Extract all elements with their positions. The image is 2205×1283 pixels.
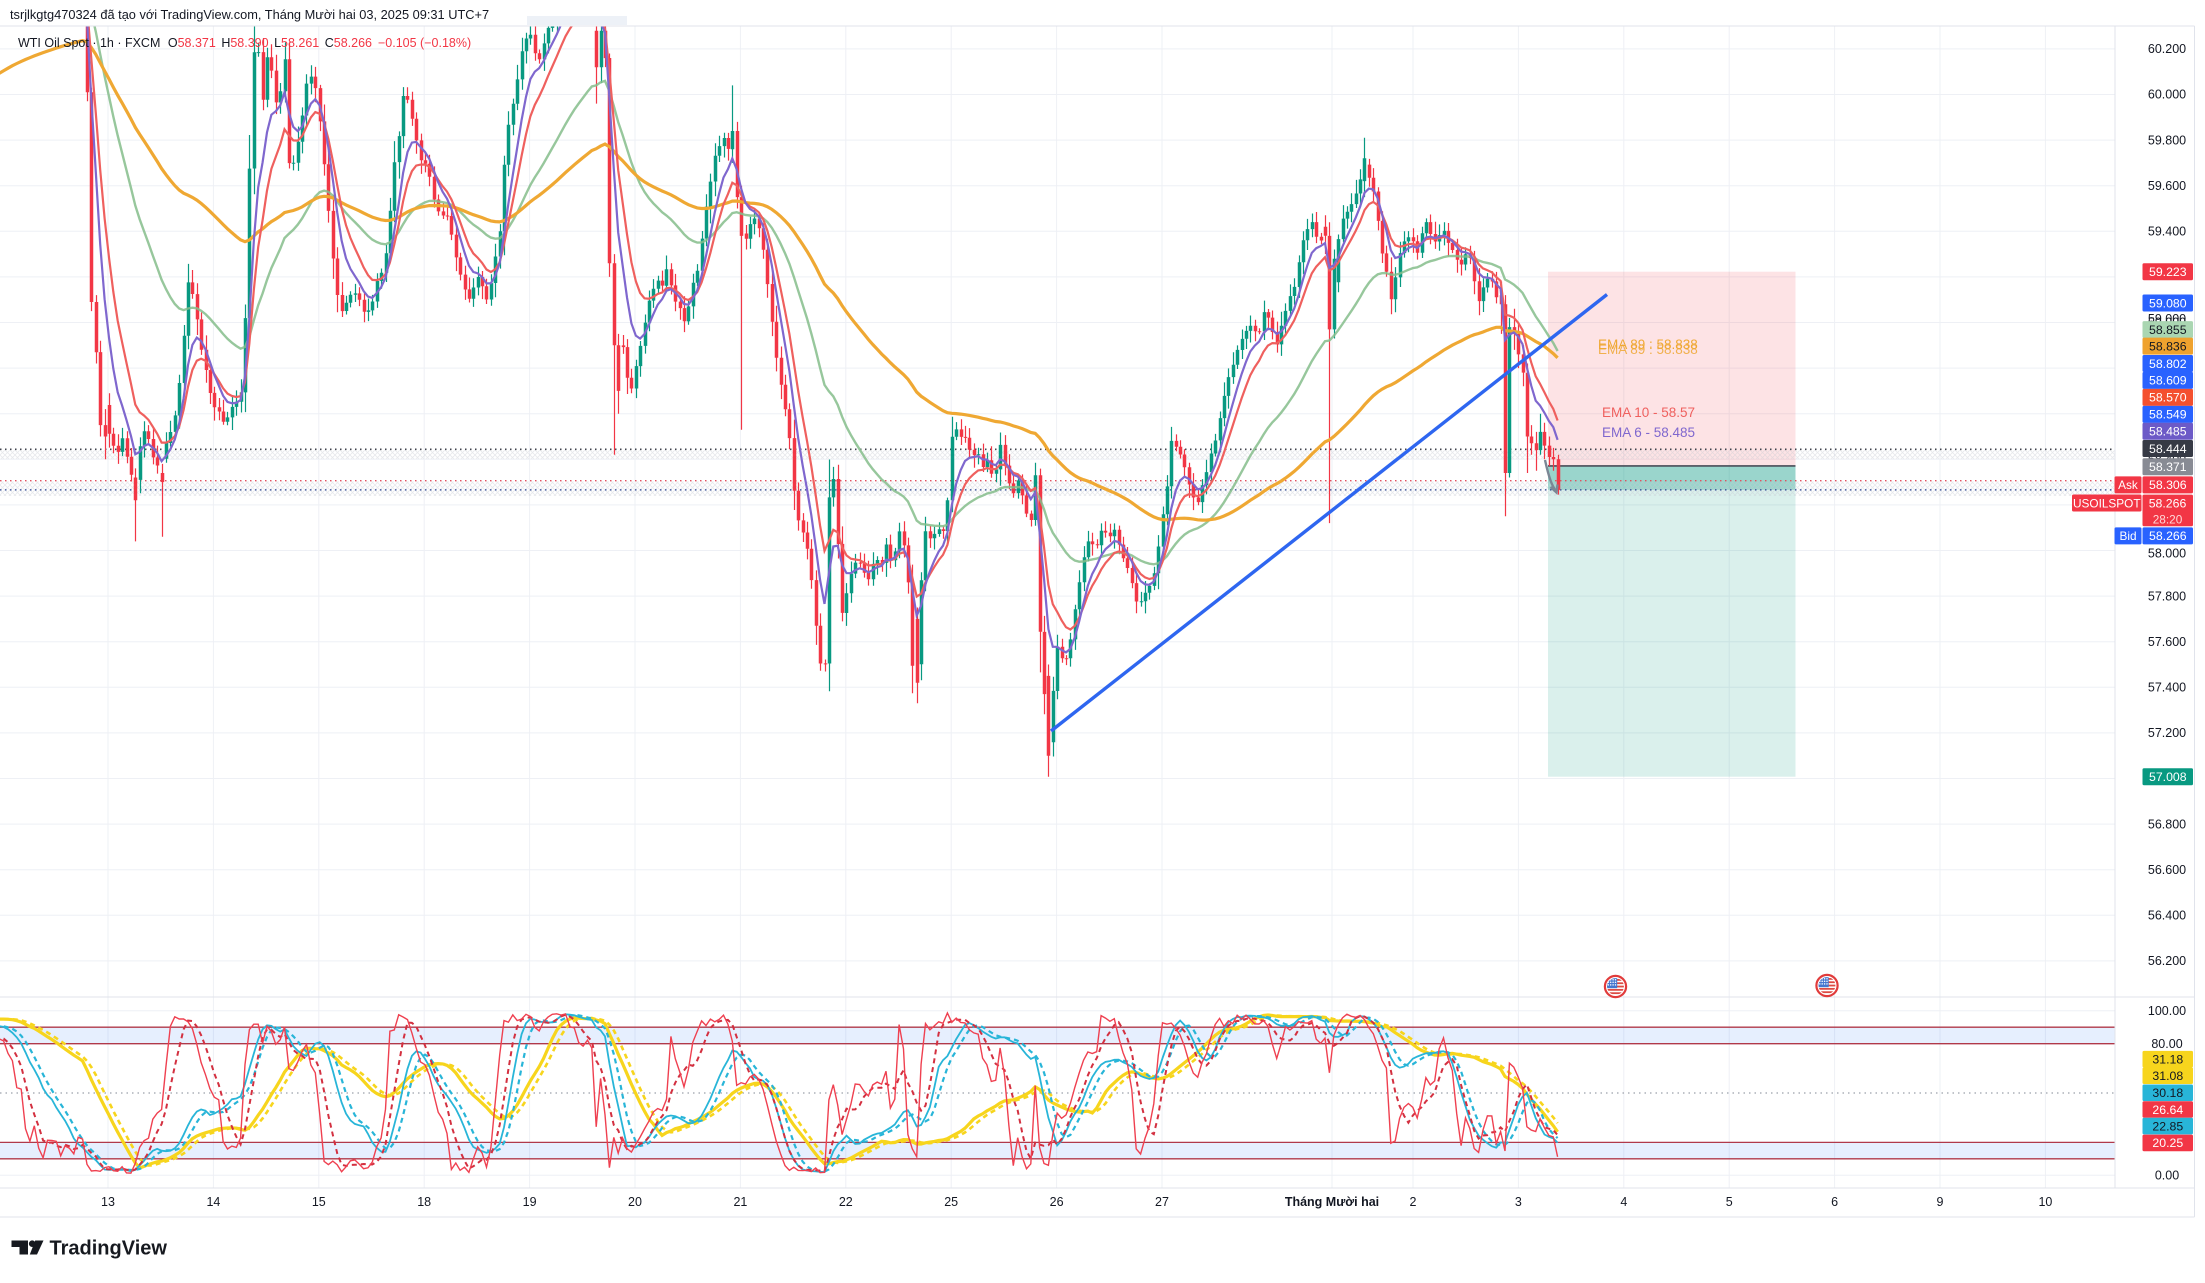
svg-text:28:20: 28:20 <box>2153 513 2183 527</box>
svg-text:USOILSPOT: USOILSPOT <box>2073 496 2141 510</box>
svg-text:57.400: 57.400 <box>2148 681 2186 695</box>
svg-text:EMA 10 - 58.57: EMA 10 - 58.57 <box>1602 405 1695 420</box>
svg-text:10: 10 <box>2038 1195 2052 1209</box>
svg-text:58.836: 58.836 <box>2149 339 2187 353</box>
svg-text:31.08: 31.08 <box>2152 1069 2183 1083</box>
svg-text:20.25: 20.25 <box>2152 1136 2183 1150</box>
svg-text:EMA 89 : 58.838: EMA 89 : 58.838 <box>1598 337 1698 352</box>
svg-text:21: 21 <box>733 1195 747 1209</box>
svg-text:2: 2 <box>1410 1195 1417 1209</box>
svg-text:58.371: 58.371 <box>2149 460 2187 474</box>
svg-text:25: 25 <box>944 1195 958 1209</box>
svg-text:15: 15 <box>312 1195 326 1209</box>
svg-text:Bid: Bid <box>2119 529 2136 543</box>
svg-text:59.600: 59.600 <box>2148 179 2186 193</box>
svg-text:57.008: 57.008 <box>2149 770 2187 784</box>
svg-text:14: 14 <box>206 1195 220 1209</box>
svg-text:TradingView: TradingView <box>50 1238 168 1260</box>
svg-text:58.000: 58.000 <box>2148 547 2186 561</box>
svg-text:58.485: 58.485 <box>2149 425 2187 439</box>
svg-text:30.18: 30.18 <box>2152 1086 2183 1100</box>
svg-text:58.855: 58.855 <box>2149 323 2187 337</box>
svg-text:20: 20 <box>628 1195 642 1209</box>
svg-text:0.00: 0.00 <box>2155 1169 2179 1183</box>
svg-text:18: 18 <box>417 1195 431 1209</box>
svg-text:tsrjlkgtg470324 đã tạo với Tra: tsrjlkgtg470324 đã tạo với TradingView.c… <box>10 7 489 22</box>
svg-text:58.802: 58.802 <box>2149 357 2187 371</box>
svg-text:WTI Oil Spot · 1h · FXCM O58.3: WTI Oil Spot · 1h · FXCM O58.371 H58.390… <box>18 36 471 50</box>
svg-text:56.400: 56.400 <box>2148 909 2186 923</box>
svg-text:19: 19 <box>523 1195 537 1209</box>
svg-text:58.266: 58.266 <box>2149 529 2187 543</box>
svg-text:58.266: 58.266 <box>2149 496 2187 510</box>
svg-text:EMA 89 : 58.838: EMA 89 : 58.838 <box>1598 342 1698 357</box>
svg-text:60.000: 60.000 <box>2148 88 2186 102</box>
svg-text:56.600: 56.600 <box>2148 863 2186 877</box>
svg-text:58.609: 58.609 <box>2149 374 2187 388</box>
svg-text:57.600: 57.600 <box>2148 635 2186 649</box>
svg-text:26.64: 26.64 <box>2152 1103 2183 1117</box>
svg-text:59.800: 59.800 <box>2148 133 2186 147</box>
svg-text:58.306: 58.306 <box>2149 478 2187 492</box>
svg-text:22.85: 22.85 <box>2152 1119 2183 1133</box>
svg-text:EMA 6 - 58.485: EMA 6 - 58.485 <box>1602 425 1695 440</box>
svg-text:Tháng Mười hai: Tháng Mười hai <box>1285 1195 1379 1209</box>
svg-text:Ask: Ask <box>2118 478 2138 492</box>
svg-text:59.080: 59.080 <box>2149 296 2187 310</box>
svg-text:80.00: 80.00 <box>2151 1037 2182 1051</box>
svg-text:57.200: 57.200 <box>2148 726 2186 740</box>
svg-text:3: 3 <box>1515 1195 1522 1209</box>
svg-text:4: 4 <box>1620 1195 1627 1209</box>
svg-text:56.800: 56.800 <box>2148 817 2186 831</box>
svg-text:27: 27 <box>1155 1195 1169 1209</box>
svg-text:58.549: 58.549 <box>2149 408 2187 422</box>
svg-text:57.800: 57.800 <box>2148 589 2186 603</box>
svg-text:60.200: 60.200 <box>2148 42 2186 56</box>
svg-text:22: 22 <box>839 1195 853 1209</box>
svg-text:6: 6 <box>1831 1195 1838 1209</box>
svg-text:5: 5 <box>1726 1195 1733 1209</box>
svg-text:59.223: 59.223 <box>2149 265 2187 279</box>
svg-text:26: 26 <box>1050 1195 1064 1209</box>
svg-text:58.444: 58.444 <box>2149 442 2187 456</box>
svg-text:31.18: 31.18 <box>2152 1053 2183 1067</box>
svg-text:13: 13 <box>101 1195 115 1209</box>
svg-text:58.570: 58.570 <box>2149 391 2187 405</box>
svg-text:56.200: 56.200 <box>2148 954 2186 968</box>
svg-text:100.00: 100.00 <box>2148 1004 2186 1018</box>
svg-text:9: 9 <box>1937 1195 1944 1209</box>
svg-text:59.400: 59.400 <box>2148 225 2186 239</box>
